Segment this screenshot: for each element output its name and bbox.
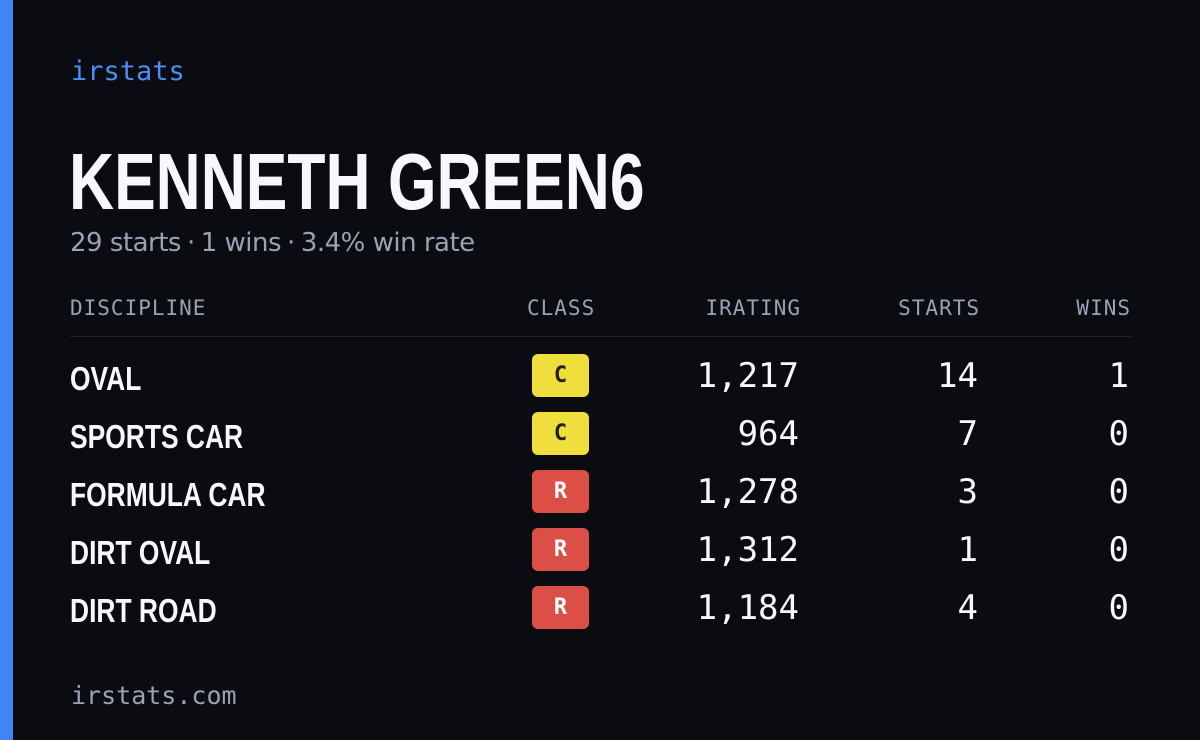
class-badge: C <box>532 412 589 455</box>
row-discipline: DIRT ROAD <box>70 592 217 629</box>
header-divider <box>70 336 1131 337</box>
wins-summary: 1 wins <box>200 228 282 258</box>
header-discipline: DISCIPLINE <box>70 296 207 320</box>
header-irating: IRATING <box>705 296 801 320</box>
accent-bar <box>0 0 13 740</box>
row-starts: 14 <box>937 356 978 396</box>
row-irating: 964 <box>737 414 799 454</box>
class-badge: C <box>532 354 589 397</box>
header-wins: WINS <box>1076 296 1131 320</box>
row-irating: 1,278 <box>696 472 799 512</box>
header-starts: STARTS <box>898 296 980 320</box>
row-starts: 3 <box>957 472 978 512</box>
footer-url: irstats.com <box>71 681 237 710</box>
table-row: DIRT OVAL R 1,312 1 0 <box>70 528 1131 586</box>
brand-logo: irstats <box>71 56 185 87</box>
row-discipline: OVAL <box>70 360 142 397</box>
row-wins: 0 <box>1108 414 1129 454</box>
driver-name: KENNETH GREEN6 <box>69 137 645 226</box>
table-row: DIRT ROAD R 1,184 4 0 <box>70 586 1131 644</box>
row-starts: 7 <box>957 414 978 454</box>
table-row: SPORTS CAR C 964 7 0 <box>70 412 1131 470</box>
table-row: OVAL C 1,217 14 1 <box>70 354 1131 412</box>
class-badge: R <box>532 470 589 513</box>
row-wins: 1 <box>1108 356 1129 396</box>
row-irating: 1,312 <box>696 530 799 570</box>
row-discipline: SPORTS CAR <box>70 418 244 455</box>
header-class: CLASS <box>527 296 596 320</box>
row-starts: 4 <box>957 588 978 628</box>
row-irating: 1,184 <box>696 588 799 628</box>
row-discipline: FORMULA CAR <box>70 476 266 513</box>
table-row: FORMULA CAR R 1,278 3 0 <box>70 470 1131 528</box>
row-wins: 0 <box>1108 588 1129 628</box>
class-badge: R <box>532 586 589 629</box>
separator: · <box>287 228 295 258</box>
row-wins: 0 <box>1108 530 1129 570</box>
row-starts: 1 <box>957 530 978 570</box>
row-discipline: DIRT OVAL <box>70 534 211 571</box>
separator: · <box>186 228 195 258</box>
starts-summary: 29 starts <box>70 228 181 258</box>
row-wins: 0 <box>1108 472 1129 512</box>
win-rate-summary: 3.4% win rate <box>300 228 475 258</box>
class-badge: R <box>532 528 589 571</box>
driver-summary: 29 starts · 1 wins · 3.4% win rate <box>70 228 475 258</box>
row-irating: 1,217 <box>696 356 799 396</box>
